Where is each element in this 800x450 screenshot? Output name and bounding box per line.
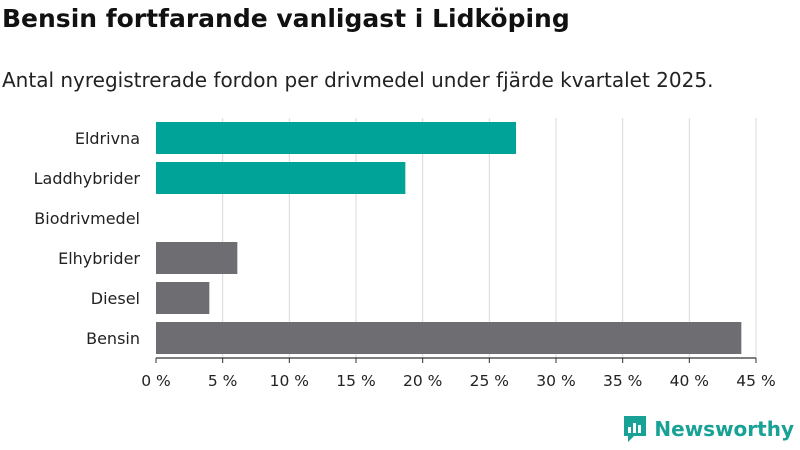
x-tick-label: 10 % bbox=[270, 372, 309, 390]
category-label: Diesel bbox=[91, 289, 140, 308]
x-tick-label: 15 % bbox=[336, 372, 375, 390]
chart-title: Bensin fortfarande vanligast i Lidköping bbox=[2, 4, 570, 33]
newsworthy-logo: Newsworthy bbox=[622, 414, 794, 444]
x-tick-label: 25 % bbox=[470, 372, 509, 390]
bar-eldrivna bbox=[156, 122, 516, 154]
bar-bensin bbox=[156, 322, 742, 354]
x-tick-label: 5 % bbox=[208, 372, 238, 390]
x-tick-label: 35 % bbox=[603, 372, 642, 390]
bar-elhybrider bbox=[156, 242, 238, 274]
bar-diesel bbox=[156, 282, 210, 314]
category-label: Eldrivna bbox=[75, 129, 140, 148]
x-tick-label: 20 % bbox=[403, 372, 442, 390]
newsworthy-icon bbox=[624, 416, 647, 442]
x-tick-label: 30 % bbox=[536, 372, 575, 390]
category-label: Laddhybrider bbox=[34, 169, 141, 188]
category-label: Bensin bbox=[86, 329, 140, 348]
x-tick-label: 40 % bbox=[670, 372, 709, 390]
x-tick-label: 45 % bbox=[736, 372, 775, 390]
brand-name: Newsworthy bbox=[654, 417, 794, 441]
x-tick-label: 0 % bbox=[141, 372, 171, 390]
bar-laddhybrider bbox=[156, 162, 406, 194]
chart-subtitle: Antal nyregistrerade fordon per drivmede… bbox=[2, 68, 714, 92]
category-label: Elhybrider bbox=[58, 249, 140, 268]
category-label: Biodrivmedel bbox=[34, 209, 140, 228]
